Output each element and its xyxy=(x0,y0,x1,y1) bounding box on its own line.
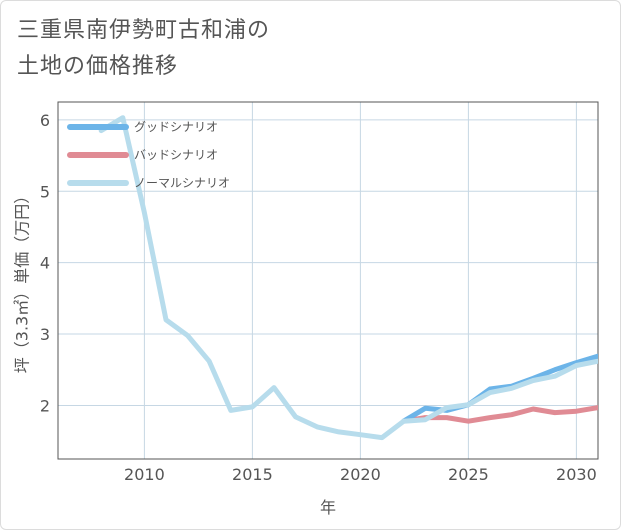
y-tick-label: 6 xyxy=(40,111,50,130)
grid-lines xyxy=(58,102,598,459)
legend-label: グッドシナリオ xyxy=(134,120,218,134)
x-tick-label: 2015 xyxy=(232,465,273,484)
y-tick-label: 2 xyxy=(40,396,50,415)
series-line-1 xyxy=(401,353,598,424)
axis-ticks: 2010 2015 2020 2025 2030 2 3 4 5 6 xyxy=(40,111,597,484)
x-tick-label: 2020 xyxy=(340,465,381,484)
series-layer xyxy=(98,115,598,441)
x-tick-label: 2025 xyxy=(448,465,489,484)
x-tick-label: 2030 xyxy=(556,465,597,484)
series-line-3 xyxy=(98,115,598,441)
y-axis-title: 坪（3.3㎡）単価（万円） xyxy=(13,188,32,373)
x-axis-title: 年 xyxy=(320,498,336,517)
legend-label: バッドシナリオ xyxy=(134,148,218,162)
series-line-2 xyxy=(401,405,598,424)
y-tick-label: 5 xyxy=(40,182,50,201)
y-tick-label: 4 xyxy=(40,254,50,273)
chart-title-line-2: 土地の価格推移 xyxy=(17,54,179,79)
legend-label: ノーマルシナリオ xyxy=(134,176,230,190)
y-tick-label: 3 xyxy=(40,325,50,344)
chart-title: 三重県南伊勢町古和浦の 土地の価格推移 xyxy=(17,13,270,85)
plot-area-frame xyxy=(57,101,599,460)
x-tick-label: 2010 xyxy=(124,465,165,484)
chart-title-line-1: 三重県南伊勢町古和浦の xyxy=(17,18,271,43)
